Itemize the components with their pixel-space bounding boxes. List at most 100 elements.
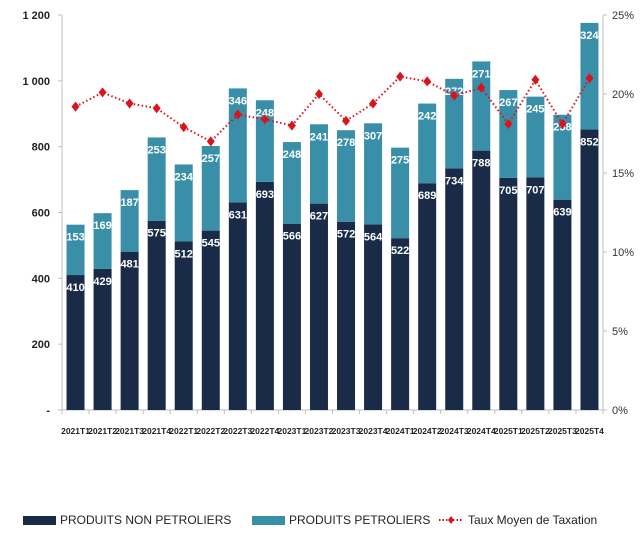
data-label-non-petroliers: 564: [364, 231, 383, 243]
bar-petroliers: [201, 146, 220, 231]
legend-swatch-petroliers: [252, 515, 285, 525]
bar-non-petroliers: [337, 221, 356, 410]
legend-label-petroliers: PRODUITS PETROLIERS: [289, 513, 431, 527]
data-label-non-petroliers: 693: [256, 189, 274, 201]
rate-marker-diamond: [558, 119, 567, 130]
bar-non-petroliers: [580, 129, 599, 411]
bar-non-petroliers: [66, 275, 85, 410]
rate-marker-diamond: [125, 98, 134, 109]
bar-non-petroliers: [391, 238, 410, 410]
data-label-non-petroliers: 734: [445, 175, 464, 187]
rate-marker-diamond: [206, 136, 215, 147]
bar-petroliers: [147, 137, 166, 221]
data-label-non-petroliers: 689: [418, 190, 436, 202]
rate-marker-diamond: [314, 89, 323, 99]
bar-non-petroliers: [445, 168, 464, 410]
x-tick-label: 2022T2: [196, 426, 225, 436]
data-label-petroliers: 242: [418, 111, 436, 123]
x-tick-label: 2021T4: [142, 426, 171, 436]
legend-item-taux[interactable]: Taux Moyen de Taxation: [438, 510, 597, 530]
rate-marker-diamond: [260, 114, 269, 125]
y-tick-label-left: 1 000: [22, 76, 50, 88]
rate-marker-diamond: [531, 74, 540, 85]
data-label-non-petroliers: 410: [66, 282, 84, 294]
bar-petroliers: [364, 123, 383, 225]
data-label-non-petroliers: 631: [229, 209, 247, 221]
bar-non-petroliers: [228, 202, 247, 410]
rate-marker-diamond: [585, 73, 594, 84]
data-label-non-petroliers: 545: [202, 238, 220, 250]
bar-non-petroliers: [364, 224, 383, 410]
y-tick-label-right: 10%: [612, 247, 634, 259]
bar-non-petroliers: [472, 150, 491, 410]
data-label-petroliers: 257: [202, 153, 220, 165]
legend-label-taux: Taux Moyen de Taxation: [468, 513, 598, 527]
rate-line-path: [75, 75, 591, 143]
axes: - 200 400 600 800 1 000 1 200 0% 5% 10% 15% 20% 25% 2…: [22, 10, 634, 436]
data-label-non-petroliers: 481: [120, 259, 138, 271]
bar-petroliers: [472, 61, 491, 151]
legend-diamond-line-icon: [439, 516, 463, 524]
bar-non-petroliers: [201, 230, 220, 410]
rate-marker-diamond: [396, 71, 405, 82]
bar-non-petroliers: [309, 203, 328, 410]
bar-petroliers: [553, 114, 572, 200]
data-label-non-petroliers: 639: [553, 207, 571, 219]
data-label-petroliers: 187: [120, 197, 138, 209]
bars: [66, 22, 599, 411]
bar-petroliers: [309, 124, 328, 204]
data-label-petroliers: 307: [364, 130, 382, 142]
data-label-non-petroliers: 566: [283, 231, 301, 243]
legend-item-non-petroliers[interactable]: PRODUITS NON PETROLIERS: [23, 510, 231, 530]
data-label-non-petroliers: 705: [499, 185, 517, 197]
data-label-non-petroliers: 575: [147, 228, 165, 240]
x-tick-label: 2024T1: [386, 426, 415, 436]
bar-non-petroliers: [120, 251, 139, 410]
legend-item-petroliers[interactable]: PRODUITS PETROLIERS: [252, 510, 430, 530]
bar-petroliers: [120, 190, 139, 252]
data-label-petroliers: 253: [147, 144, 165, 156]
y-tick-label-right: 20%: [612, 89, 634, 101]
rate-marker-diamond: [152, 103, 161, 114]
bar-non-petroliers: [255, 181, 274, 410]
legend-swatch-non-petroliers: [23, 515, 56, 525]
x-tick-label: 2025T3: [548, 426, 577, 436]
bar-non-petroliers: [174, 241, 193, 410]
x-tick-label: 2022T3: [223, 426, 252, 436]
x-tick-label: 2023T2: [305, 426, 334, 436]
data-label-petroliers: 234: [175, 171, 194, 183]
bar-petroliers: [499, 90, 518, 178]
data-label-non-petroliers: 627: [310, 211, 328, 223]
bar-non-petroliers: [147, 220, 166, 410]
rate-marker-diamond: [287, 120, 296, 131]
data-label-petroliers: 271: [472, 68, 490, 80]
y-tick-label-right: 0%: [612, 405, 628, 417]
data-label-non-petroliers: 788: [472, 158, 490, 170]
bar-petroliers: [174, 164, 193, 242]
data-label-non-petroliers: 852: [580, 137, 598, 149]
legend: PRODUITS NON PETROLIERS PRODUITS PETROLI…: [0, 510, 641, 530]
rate-marker-diamond: [477, 82, 486, 93]
rate-marker-diamond: [423, 76, 432, 87]
bar-petroliers: [66, 224, 85, 276]
x-tick-label: 2024T2: [413, 426, 442, 436]
data-label-non-petroliers: 522: [391, 245, 409, 257]
data-labels: 410 153 429 169 481 187 575 253 512 234 545 257 631 3…: [66, 30, 599, 294]
bar-petroliers: [418, 103, 437, 184]
rate-marker-diamond: [450, 90, 459, 101]
data-label-petroliers: 245: [526, 104, 544, 116]
x-tick-label: 2025T2: [521, 426, 550, 436]
data-label-petroliers: 241: [310, 131, 328, 143]
data-label-petroliers: 248: [256, 107, 274, 119]
data-label-non-petroliers: 429: [93, 276, 111, 288]
data-label-petroliers: 153: [66, 232, 84, 244]
data-label-non-petroliers: 512: [175, 248, 193, 260]
rate-line: [71, 71, 594, 147]
legend-label-non-petroliers: PRODUITS NON PETROLIERS: [60, 513, 232, 527]
x-tick-label: 2021T2: [88, 426, 117, 436]
y-tick-label-right: 25%: [612, 10, 634, 22]
x-tick-label: 2025T4: [575, 426, 604, 436]
rate-marker-diamond: [369, 98, 378, 109]
data-label-petroliers: 324: [580, 30, 599, 42]
data-label-non-petroliers: 572: [337, 229, 355, 241]
